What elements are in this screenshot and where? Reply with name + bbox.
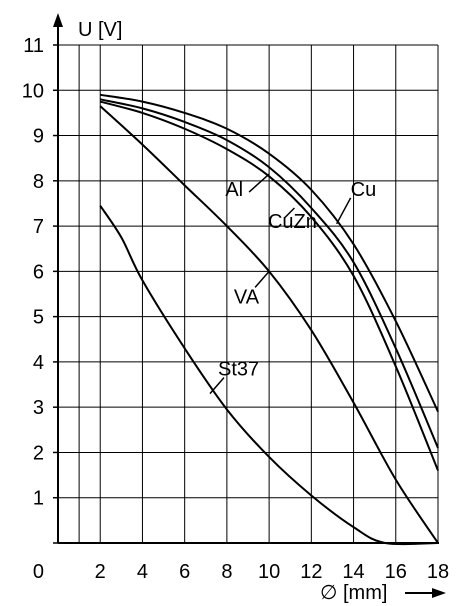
axes [53, 20, 439, 544]
y-tick-label-5: 5 [33, 307, 44, 329]
x-tick-label-8: 8 [221, 561, 232, 583]
x-tick-label-4: 4 [137, 561, 148, 583]
series-label-cu: Cu [351, 179, 377, 201]
y-tick-label-1: 1 [33, 488, 44, 510]
x-tick-label-10: 10 [258, 561, 280, 583]
y-tick-label-10: 10 [22, 80, 44, 102]
x-axis-arrow-icon [432, 588, 446, 598]
series-labels: Cu CuZn Al VA St37 [209, 173, 377, 395]
y-axis-arrow-icon [53, 13, 63, 27]
leader-line-cu [336, 197, 352, 225]
series-line-va [99, 105, 439, 544]
series-label-al: Al [225, 179, 243, 201]
y-tick-label-6: 6 [33, 261, 44, 283]
series-line-al [99, 100, 439, 471]
series-line-cuzn [100, 98, 439, 449]
series-layer [99, 93, 439, 546]
series-label-cuzn: CuZn [268, 211, 317, 233]
x-tick-label-6: 6 [179, 561, 190, 583]
leader-line-st37 [209, 377, 225, 395]
y-tick-label-2: 2 [33, 442, 44, 464]
x-axis-title: ∅ [mm] [320, 582, 387, 604]
y-tick-label-4: 4 [33, 352, 44, 374]
y-tick-label-3: 3 [33, 397, 44, 419]
leader-line-va [254, 270, 270, 288]
y-axis-title: U [V] [78, 19, 122, 41]
y-tick-label-8: 8 [33, 171, 44, 193]
y-tick-label-7: 7 [33, 216, 44, 238]
x-tick-label-12: 12 [300, 561, 322, 583]
y-tick-label-9: 9 [33, 126, 44, 148]
x-tick-label-14: 14 [342, 561, 364, 583]
grid [58, 44, 439, 543]
series-line-st37 [99, 205, 439, 546]
leader-line-cuzn [283, 207, 295, 219]
x-tick-label-18: 18 [427, 561, 449, 583]
y-tick-label-11: 11 [23, 35, 44, 57]
series-label-st37: St37 [218, 359, 259, 381]
x-tick-label-16: 16 [385, 561, 407, 583]
leader-line-al [248, 173, 270, 193]
series-line-cu [100, 93, 439, 413]
x-origin-label: 0 [33, 561, 44, 583]
series-label-va: VA [234, 286, 260, 308]
x-tick-label-2: 2 [95, 561, 106, 583]
